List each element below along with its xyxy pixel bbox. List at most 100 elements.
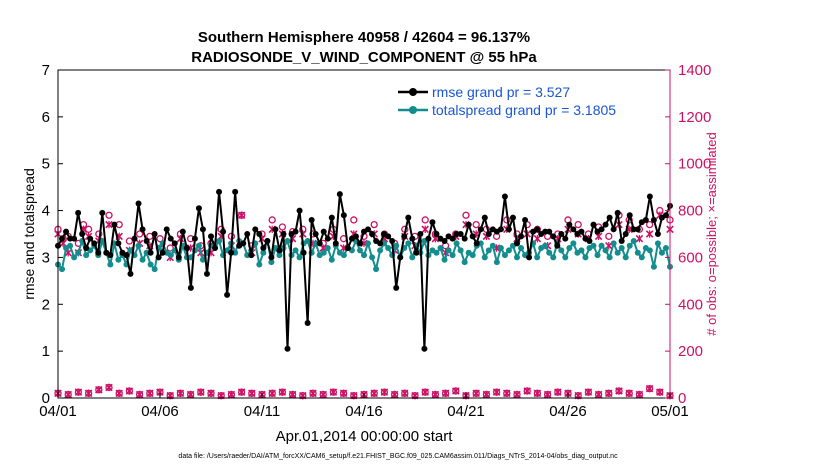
y-tick-label-right: 200 [678, 343, 703, 360]
rmse-point [312, 231, 319, 237]
rmse-point [292, 228, 299, 235]
spread-point [542, 242, 549, 249]
rmse-point [99, 209, 106, 216]
obs-assimilated-marker [625, 389, 633, 398]
legend: rmse grand pr = 3.527 totalspread grand … [398, 84, 616, 118]
spread-point [373, 266, 380, 273]
obs-assimilated-marker [288, 390, 297, 399]
rmse-point [316, 240, 323, 247]
rmse-point [654, 231, 661, 237]
obs-assimilated-marker [329, 388, 338, 396]
obs-assimilated-marker [248, 389, 256, 398]
rmse-point [642, 216, 649, 223]
rmse-point [598, 226, 605, 233]
obs-possible-marker [268, 216, 276, 224]
rmse-point [272, 226, 279, 233]
rmse-point [332, 240, 339, 247]
y-axis-label-left: rmse and totalspread [21, 168, 37, 300]
obs-assimilated-marker [380, 388, 389, 396]
spread-point [304, 238, 311, 245]
spread-point [590, 242, 597, 249]
rmse-point [163, 226, 170, 233]
x-axis: 04/01 04/06 04/11 04/16 04/21 04/26 05/01 [39, 393, 689, 420]
rmse-point [220, 228, 227, 235]
obs-assimilated-marker [492, 388, 501, 396]
obs-assimilated-marker [268, 389, 276, 398]
legend-rmse-dot [409, 88, 417, 96]
obs-assimilated-marker [95, 386, 103, 394]
obs-assimilated-marker [533, 389, 542, 398]
rmse-point [566, 221, 573, 228]
obs-assimilated-marker [197, 388, 205, 396]
spread-point [602, 247, 609, 254]
rmse-point [522, 216, 529, 223]
rmse-point [586, 238, 593, 245]
rmse-point [425, 235, 432, 242]
spread-point [135, 242, 142, 249]
right-axis: 0 200 400 600 800 1000 1200 1400 [665, 62, 711, 407]
obs-possible-marker [105, 211, 113, 219]
obs-assimilated-marker [472, 389, 480, 398]
spread-point [409, 254, 416, 261]
obs-assimilated-marker [74, 388, 83, 396]
obs-possible-marker [84, 225, 93, 233]
obs-possible-marker [278, 223, 287, 231]
rmse-point [457, 231, 464, 237]
obs-assimilated-marker [615, 387, 623, 395]
spread-point [562, 254, 569, 261]
spread-point [598, 242, 605, 249]
rmse-point [650, 216, 657, 223]
obs-assimilated-marker [370, 389, 378, 398]
obs-possible-marker [605, 232, 613, 240]
y-tick-label-left: 7 [42, 62, 50, 79]
rmse-point [320, 228, 327, 235]
spread-point [534, 254, 541, 261]
rmse-point [413, 249, 420, 256]
rmse-point [393, 284, 400, 291]
spread-point [578, 247, 585, 254]
rmse-point [336, 191, 343, 198]
obs-possible-marker [645, 220, 654, 229]
rmse-point [135, 200, 142, 207]
y-tick-label-right: 1200 [678, 109, 711, 126]
spread-point [369, 254, 376, 261]
y-tick-label-right: 600 [678, 249, 703, 266]
x-axis-label: Apr.01,2014 00:00:00 start [276, 428, 454, 445]
obs-assimilated-marker [390, 390, 399, 399]
spread-point [99, 238, 106, 245]
spread-point [650, 263, 657, 270]
spread-point [67, 242, 74, 249]
rmse-point [546, 228, 553, 235]
spread-point [453, 240, 460, 247]
rmse-point [352, 233, 359, 240]
spread-point [199, 256, 206, 263]
obs-assimilated-marker [452, 387, 460, 395]
y-axis-label-right: # of obs: o=possible; ×=assimilated [704, 132, 719, 335]
spread-point [292, 247, 299, 254]
spread-point [441, 256, 448, 263]
rmse-point [602, 221, 609, 228]
obs-assimilated-marker [605, 389, 613, 398]
rmse-point [256, 231, 263, 237]
spread-point [385, 245, 392, 252]
rmse-point [509, 214, 516, 221]
spread-point [328, 256, 335, 263]
rmse-point [268, 254, 275, 261]
rmse-point [167, 235, 174, 242]
spread-point [461, 259, 468, 266]
spread-point [276, 252, 283, 259]
rmse-point [344, 245, 351, 252]
obs-possible-marker [472, 220, 480, 229]
rmse-point [139, 226, 146, 233]
spread-point [405, 240, 412, 247]
obs-possible-marker [462, 211, 470, 219]
rmse-point [248, 252, 255, 259]
x-tick-label: 04/11 [244, 403, 280, 420]
spread-point [566, 245, 573, 252]
rmse-point [95, 249, 102, 256]
spread-point [115, 256, 122, 263]
rmse-point [562, 235, 569, 242]
obs-assimilated-marker [543, 390, 552, 399]
rmse-point [473, 240, 480, 247]
